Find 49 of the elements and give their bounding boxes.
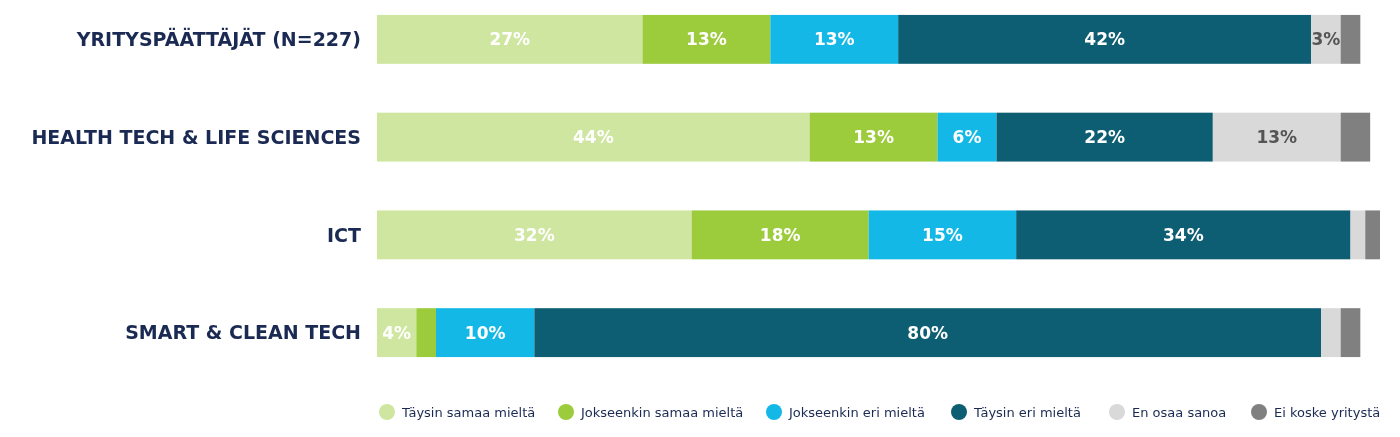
bar	[377, 112, 810, 162]
data-label: 4%	[382, 322, 412, 343]
y-tick-label: YRITYSPÄÄTTÄJÄT (N=227)	[75, 27, 361, 51]
data-label: 18%	[759, 224, 801, 245]
bar	[1340, 14, 1361, 64]
data-label: 13%	[853, 127, 894, 148]
bar	[937, 112, 997, 162]
data-label: 34%	[1162, 224, 1204, 245]
bar	[642, 14, 771, 64]
bar	[1340, 308, 1361, 358]
bar	[1350, 210, 1366, 260]
legend-label: Jokseenkin eri mieltä	[788, 404, 925, 420]
legend-label: Jokseenkin samaa mieltä	[580, 404, 744, 420]
y-tick-label: HEALTH TECH & LIFE SCIENCES	[31, 125, 361, 148]
legend-label: En osaa sanoa	[1132, 404, 1227, 420]
bar	[691, 210, 869, 260]
data-label: 10%	[464, 322, 506, 343]
data-label: 13%	[686, 29, 727, 50]
bar	[996, 112, 1213, 162]
data-label: 15%	[922, 224, 963, 245]
bar	[377, 14, 643, 64]
bar	[377, 210, 692, 260]
data-label: 3%	[1311, 29, 1341, 50]
data-label: 6%	[952, 127, 982, 148]
data-label: 13%	[813, 29, 855, 50]
bar	[436, 308, 535, 358]
data-label: 42%	[1084, 29, 1126, 50]
bar	[1365, 210, 1380, 260]
bar	[898, 14, 1312, 64]
data-label: 44%	[572, 127, 614, 148]
bar	[809, 112, 938, 162]
legend-label: Täysin eri mieltä	[973, 404, 1081, 420]
bar	[1340, 112, 1371, 162]
bar	[770, 14, 899, 64]
data-label: 22%	[1084, 127, 1126, 148]
bar	[1212, 112, 1341, 162]
bar	[1321, 308, 1341, 358]
data-label: 80%	[907, 322, 949, 343]
legend-label: Täysin samaa mieltä	[401, 404, 536, 420]
y-tick-label: SMART & CLEAN TECH	[125, 321, 361, 344]
bar	[416, 308, 436, 358]
y-tick-label: ICT	[327, 223, 362, 246]
bar	[534, 308, 1321, 358]
bar	[1016, 210, 1351, 260]
bar	[868, 210, 1017, 260]
data-label: 32%	[513, 224, 555, 245]
legend-label: Ei koske yritystä	[1274, 404, 1381, 420]
data-label: 13%	[1256, 127, 1298, 148]
data-label: 27%	[489, 29, 531, 50]
